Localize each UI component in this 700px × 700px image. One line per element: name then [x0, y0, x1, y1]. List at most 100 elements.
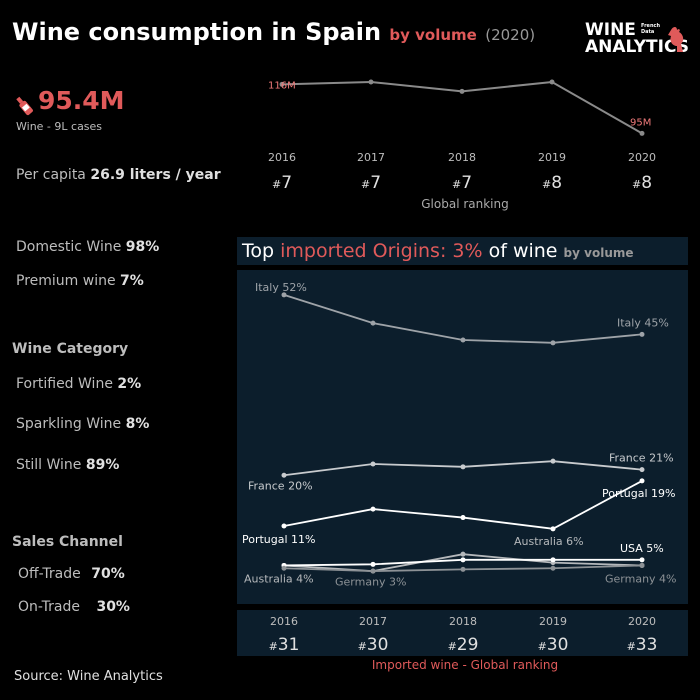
logo-line2: ANALYTICS — [585, 37, 689, 57]
category-sparkling: Sparkling Wine 8% — [16, 416, 149, 432]
channel-on-trade: On-Trade 30% — [18, 599, 130, 615]
rank-hash: # — [448, 640, 457, 653]
volume-value: 95.4M — [38, 86, 125, 115]
volume-ranking-label: #7 — [452, 173, 472, 193]
domestic-stat: Domestic Wine 98% — [16, 239, 159, 255]
imported-ranking-label: #30 — [538, 635, 569, 655]
volume-point — [368, 79, 374, 85]
imported-panel-title: Top imported Origins: 3% of wine by volu… — [242, 240, 634, 262]
series-point-germany — [281, 565, 287, 571]
page-title: Wine consumption in Spain by volume (202… — [12, 18, 535, 46]
series-line-italy — [283, 294, 643, 344]
rank-number: 31 — [278, 635, 300, 655]
imported-origins-line-chart: Italy 52% Italy 45% France 20% France 21% Po… — [242, 281, 677, 588]
category-label: Still Wine — [16, 457, 82, 473]
volume-year-label: 2020 — [628, 151, 656, 164]
volume-year-label: 2017 — [357, 151, 385, 164]
series-point-portugal — [281, 523, 287, 529]
rank-hash: # — [632, 178, 641, 191]
imported-chart-panel — [237, 270, 688, 604]
series-end-label: Australia 6% — [514, 535, 584, 548]
imported-year-label: 2019 — [539, 615, 567, 628]
volume-point — [639, 130, 645, 136]
series-end-label: Italy 45% — [617, 316, 669, 329]
wine-bottle-icon — [16, 96, 33, 116]
series-end-label: France 21% — [609, 452, 674, 465]
series-point-italy — [281, 292, 287, 298]
imported-year-label: 2020 — [628, 615, 656, 628]
sales-channel-heading: Sales Channel — [12, 534, 123, 550]
imported-title-panel — [237, 237, 688, 265]
premium-value: 7% — [120, 273, 144, 289]
series-end-label: USA 5% — [620, 542, 664, 555]
rank-hash: # — [627, 640, 636, 653]
rank-number: 30 — [547, 635, 569, 655]
series-end-label: Portugal 19% — [602, 487, 676, 500]
source-note: Source: Wine Analytics — [14, 669, 163, 684]
series-point-usa — [639, 557, 645, 563]
category-fortified: Fortified Wine 2% — [16, 376, 141, 392]
rank-number: 30 — [367, 635, 389, 655]
imported-ranking-label: Imported wine - Global ranking — [371, 658, 559, 672]
volume-ranking-label: #8 — [542, 173, 562, 193]
channel-value: 30% — [96, 599, 130, 615]
per-capita-value: 26.9 liters / year — [90, 167, 221, 183]
logo-tagline: French Data — [641, 23, 660, 35]
domestic-label: Domestic Wine — [16, 239, 122, 255]
volume-label: Wine - 9L cases — [16, 120, 103, 133]
rank-number: 7 — [370, 173, 381, 193]
channel-label: On-Trade — [18, 599, 80, 615]
volume-year-label: 2019 — [538, 151, 566, 164]
rank-hash: # — [358, 640, 367, 653]
series-point-germany — [460, 566, 466, 572]
series-point-italy — [460, 337, 466, 343]
logo-tag1: French — [641, 23, 661, 29]
global-ranking-label: Global ranking — [421, 197, 509, 211]
imported-ranking-label: #30 — [358, 635, 389, 655]
rank-number: 7 — [281, 173, 292, 193]
series-point-usa — [550, 557, 556, 563]
channel-off-trade: Off-Trade 70% — [18, 566, 125, 582]
series-point-australia — [460, 551, 466, 557]
rank-number: 8 — [641, 173, 652, 193]
series-end-label: Germany 4% — [605, 572, 677, 585]
imported-year-label: 2017 — [359, 615, 387, 628]
category-value: 8% — [125, 416, 150, 432]
per-capita-label: Per capita — [16, 167, 86, 183]
imported-ranking-label: #29 — [448, 635, 479, 655]
series-line-portugal — [283, 480, 643, 530]
series-point-portugal — [639, 478, 645, 484]
category-label: Fortified Wine — [16, 376, 113, 392]
series-start-label: Australia 4% — [244, 572, 314, 585]
rooster-icon — [668, 27, 684, 52]
imported-title-b: of wine — [488, 240, 558, 262]
title-subtitle-volume: by volume — [389, 26, 477, 44]
series-point-italy — [550, 340, 556, 346]
volume-point — [279, 81, 285, 87]
rank-number: 8 — [551, 173, 562, 193]
title-subtitle-year: (2020) — [485, 26, 536, 44]
category-value: 2% — [117, 376, 142, 392]
rank-number: 33 — [636, 635, 658, 655]
volume-point — [459, 88, 465, 94]
domestic-value: 98% — [125, 239, 160, 255]
rank-hash: # — [269, 640, 278, 653]
volume-data-label: 95M — [630, 117, 651, 128]
rank-number: 7 — [461, 173, 472, 193]
rank-hash: # — [542, 178, 551, 191]
volume-point — [549, 79, 555, 85]
rank-hash: # — [538, 640, 547, 653]
wine-category-heading: Wine Category — [12, 341, 129, 357]
series-point-france — [460, 464, 466, 470]
imported-title-sm: by volume — [563, 246, 634, 260]
title-main: Wine consumption in Spain — [12, 18, 382, 46]
premium-stat: Premium wine 7% — [16, 273, 144, 289]
imported-year-label: 2016 — [270, 615, 298, 628]
imported-title-red: imported Origins: 3% — [280, 240, 483, 262]
rank-hash: # — [361, 178, 370, 191]
imported-year-label: 2018 — [449, 615, 477, 628]
series-point-italy — [370, 320, 376, 326]
volume-line-chart: 116M 95M 2016 #7 2017 #7 2018 #7 2019 #8 2020 #8 — [268, 79, 656, 193]
series-point-france — [281, 472, 287, 478]
category-label: Sparkling Wine — [16, 416, 122, 432]
